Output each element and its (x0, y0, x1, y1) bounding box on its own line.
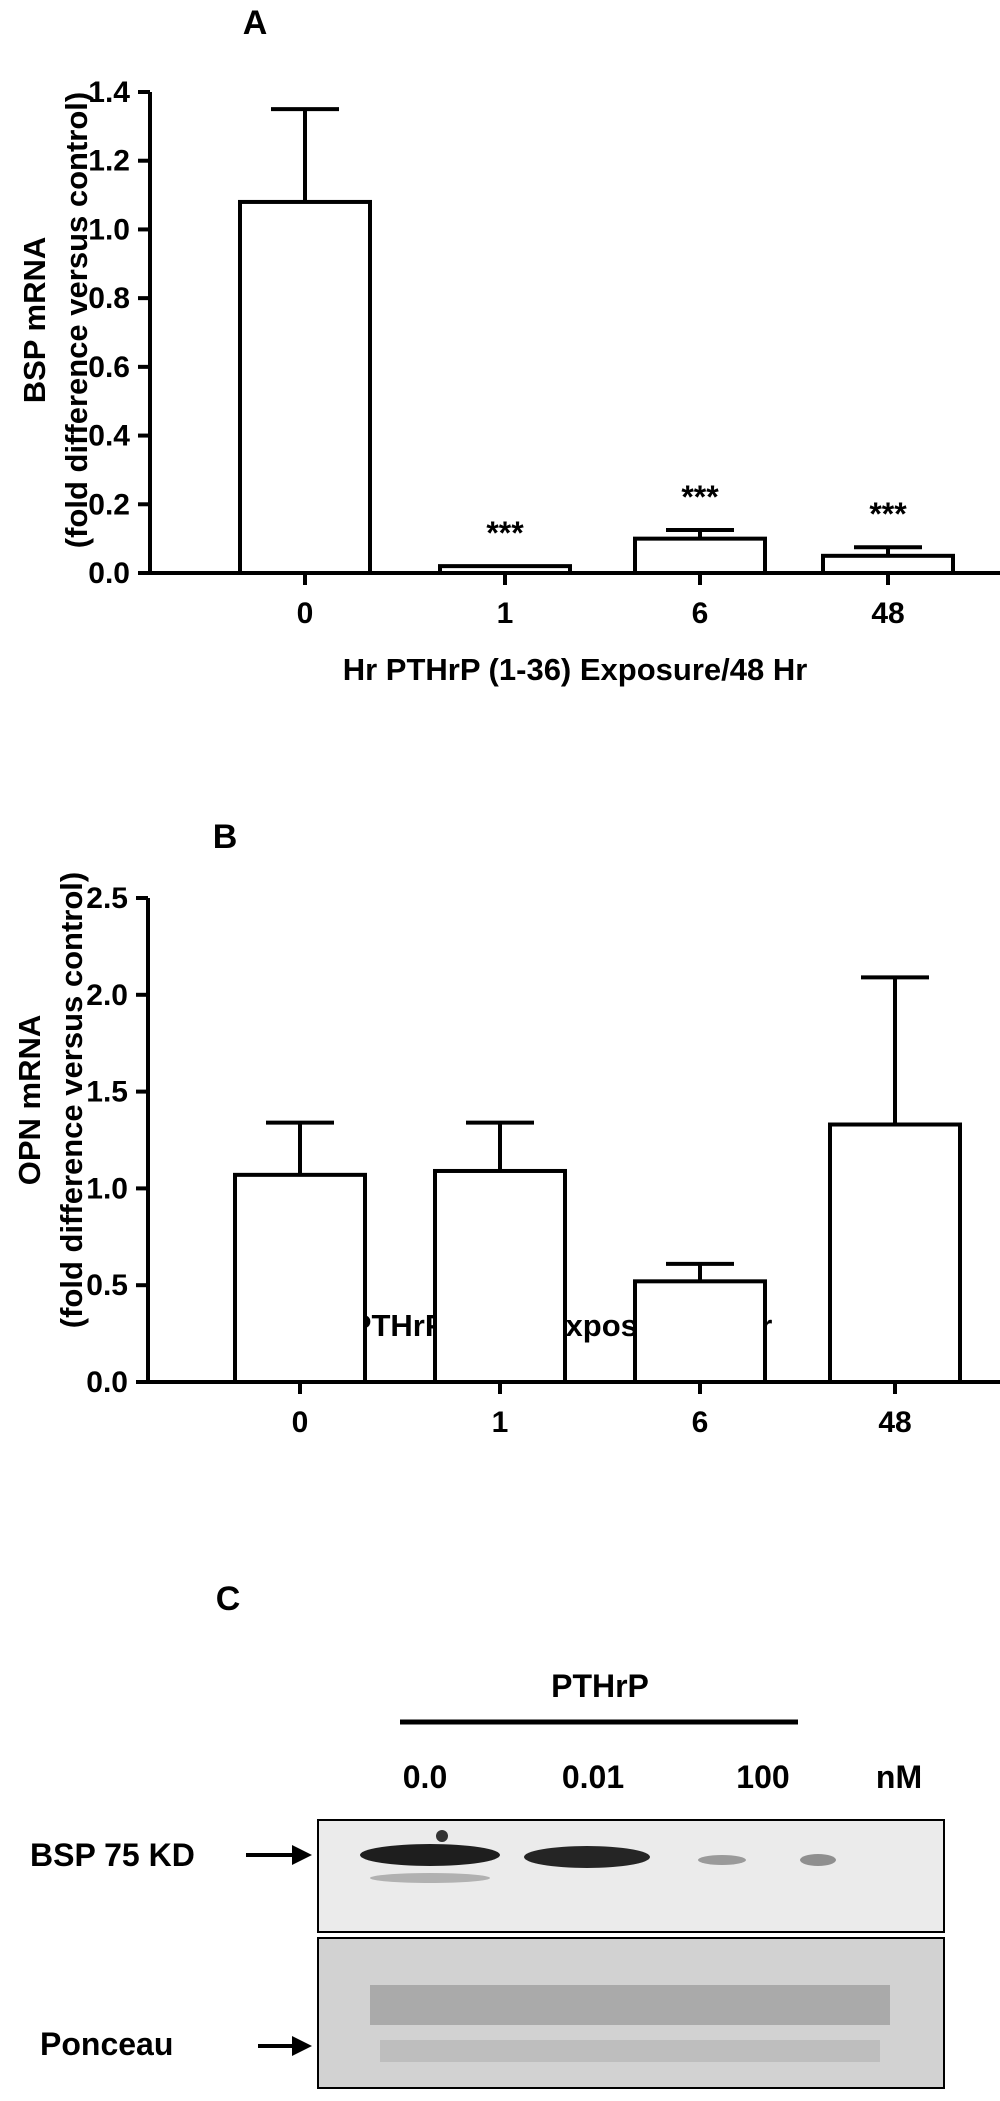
x-tick-label: 6 (692, 1406, 709, 1439)
panel-a-ticks: 0.0 0.2 0.4 0.6 0.8 1.0 1.2 1.4 0 1 6 48 (88, 76, 904, 630)
y-tick-label: 0.0 (88, 557, 130, 590)
panel-b-chart: B OPN mRNA (fold difference versus contr… (12, 818, 1000, 1439)
panel-a-ylabel-sub: (fold difference versus control) (59, 92, 94, 548)
y-tick-label: 0.5 (86, 1269, 128, 1302)
x-tick-label: 0 (292, 1406, 309, 1439)
panel-c-label: C (216, 1580, 241, 1618)
y-tick-label: 0.6 (88, 351, 130, 384)
bsp-band-faint (698, 1855, 746, 1865)
y-tick-label: 1.2 (88, 145, 130, 178)
dose-unit-label: nM (876, 1759, 922, 1795)
bar (238, 199, 372, 575)
bar (633, 1279, 767, 1384)
ponceau-band (370, 1985, 890, 2025)
arrow-right-icon (246, 1845, 312, 1865)
bar (233, 1172, 367, 1385)
panel-b-ylabel-group: OPN mRNA (fold difference versus control… (12, 872, 89, 1328)
panel-a-chart: A BSP mRNA (fold difference versus contr… (17, 4, 1000, 687)
dose-label: 100 (736, 1759, 789, 1795)
panel-b-label: B (213, 818, 238, 856)
bsp-band-faint (370, 1873, 490, 1883)
significance-label: *** (681, 479, 719, 515)
dose-label: 0.0 (403, 1759, 447, 1795)
y-tick-label: 2.0 (86, 979, 128, 1012)
ponceau-row-label: Ponceau (40, 2026, 173, 2062)
bsp-band (524, 1846, 650, 1868)
y-tick-label: 1.0 (86, 1172, 128, 1205)
arrow-right-icon (258, 2036, 312, 2056)
x-tick-label: 1 (497, 597, 514, 630)
y-tick-label: 1.0 (88, 213, 130, 246)
bar (438, 564, 572, 576)
panel-a-ylabel-group: BSP mRNA (fold difference versus control… (17, 92, 94, 548)
ponceau-band-lower (380, 2040, 880, 2062)
significance-label: *** (486, 515, 524, 551)
blot-speck (436, 1830, 448, 1842)
y-tick-label: 2.5 (86, 882, 128, 915)
x-tick-label: 1 (492, 1406, 509, 1439)
y-tick-label: 0.2 (88, 488, 130, 521)
x-tick-label: 48 (878, 1406, 911, 1439)
y-tick-label: 0.4 (88, 420, 130, 453)
y-tick-label: 1.5 (86, 1076, 128, 1109)
bar (821, 553, 955, 575)
panel-b-bars (233, 975, 962, 1385)
panel-b-ylabel: OPN mRNA (12, 1015, 47, 1186)
panel-a-xlabel: Hr PTHrP (1-36) Exposure/48 Hr (343, 652, 808, 687)
bar (633, 536, 767, 576)
panel-a-label: A (243, 4, 268, 42)
bar (828, 1122, 962, 1384)
x-tick-label: 48 (871, 597, 904, 630)
panel-a-ylabel: BSP mRNA (17, 237, 52, 404)
y-tick-label: 0.0 (86, 1366, 128, 1399)
x-tick-label: 0 (297, 597, 314, 630)
bsp-row-label: BSP 75 KD (30, 1837, 195, 1873)
bar (433, 1168, 567, 1384)
bsp-band-faint (800, 1854, 836, 1866)
panel-a-bars: *** *** *** (238, 107, 955, 576)
panel-c-blot: C PTHrP 0.0 0.01 100 nM BSP 75 KD Poncea… (30, 1580, 945, 2089)
panel-b-ylabel-sub: (fold difference versus control) (54, 872, 89, 1328)
significance-label: *** (869, 496, 907, 532)
y-tick-label: 1.4 (88, 76, 130, 109)
dose-label: 0.01 (562, 1759, 624, 1795)
treatment-label: PTHrP (551, 1668, 649, 1704)
y-tick-label: 0.8 (88, 282, 130, 315)
x-tick-label: 6 (692, 597, 709, 630)
panel-b-ticks: 0.0 0.5 1.0 1.5 2.0 2.5 0 1 6 48 (86, 882, 911, 1439)
bsp-band (360, 1844, 500, 1866)
